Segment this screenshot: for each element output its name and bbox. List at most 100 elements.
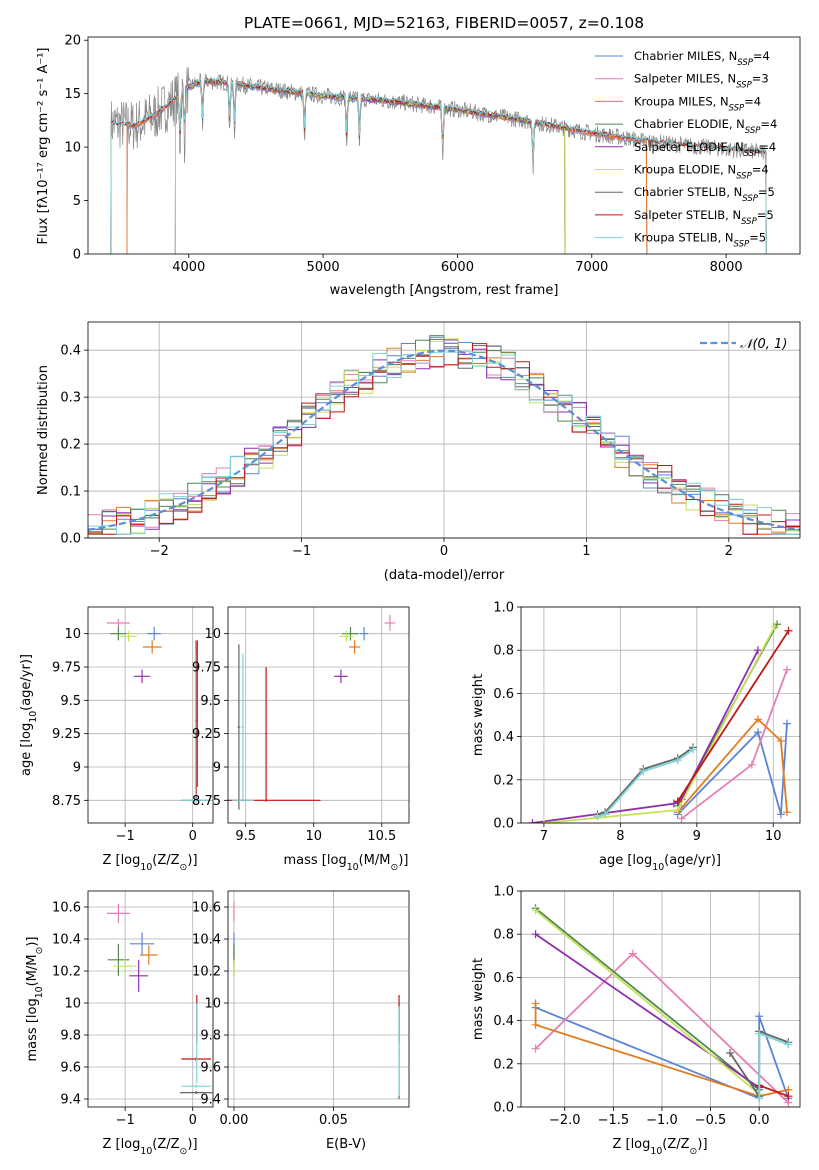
label-text: Z [log <box>102 853 140 868</box>
data-point-marker <box>673 756 682 765</box>
label-subscript: ⊙ <box>180 862 188 873</box>
label-text: )] <box>187 1137 197 1152</box>
label-text: )] <box>398 853 408 868</box>
label-subscript: 10 <box>650 1146 662 1157</box>
label-subscript: ⊙ <box>34 947 45 955</box>
plot-area <box>106 619 211 803</box>
label-subscript: 10 <box>652 862 664 873</box>
label-text: mass [log <box>25 998 40 1061</box>
plot-area <box>228 615 396 810</box>
data-point-marker <box>531 906 540 915</box>
x-tick-label: −1 <box>292 544 311 559</box>
legend-text: =4 <box>753 49 770 63</box>
y-tick-label: 0.0 <box>493 817 514 832</box>
y-tick-label: 9.6 <box>200 1061 221 1076</box>
label-subscript: ⊙ <box>180 1146 188 1157</box>
x-axis-label: Z [log10(Z/Z⊙)] <box>612 1137 707 1157</box>
legend-entry: Kroupa ELODIE, NSSP=4 <box>634 163 769 182</box>
y-tick-label: 0.1 <box>60 485 81 500</box>
label-text: (Z/Z <box>152 853 179 868</box>
y-axis-label: mass [log10(M/M⊙)] <box>25 937 45 1062</box>
y-tick-label: 1.0 <box>493 885 514 900</box>
y-tick-label: 0.4 <box>60 344 81 359</box>
weight-line-salpeter-elodie <box>535 933 760 1089</box>
data-point-marker <box>784 1040 793 1049</box>
legend-entry: Kroupa MILES, NSSP=4 <box>634 94 761 113</box>
axes-frame <box>87 606 214 824</box>
label-text: (M/M <box>359 853 391 868</box>
legend-text: =5 <box>749 231 766 245</box>
x-tick-label: 10 <box>765 829 782 844</box>
x-tick-label: −2.0 <box>549 1113 581 1128</box>
y-tick-label: 0.2 <box>60 438 81 453</box>
y-tick-label: 10 <box>204 627 221 642</box>
data-point-marker <box>673 797 682 806</box>
legend-text: =5 <box>758 185 775 199</box>
data-point-marker <box>783 665 792 674</box>
label-subscript: ⊙ <box>690 1146 698 1157</box>
legend-entry: Salpeter MILES, NSSP=3 <box>634 72 769 91</box>
y-tick-label: 0.3 <box>60 391 81 406</box>
legend-subscript: SSP <box>744 149 760 159</box>
weight-line-kroupa-miles <box>677 718 788 813</box>
legend-subscript: SSP <box>741 217 757 227</box>
weight-line-kroupa-miles <box>534 1003 789 1098</box>
weight-line-kroupa-elodie <box>535 909 760 1095</box>
label-text: age [log <box>599 853 652 868</box>
x-tick-label: 10.5 <box>367 829 396 844</box>
y-tick-label: 0.6 <box>493 971 514 986</box>
legend-text: =5 <box>757 208 774 222</box>
panel-weight_vs_age: 7 8 9 10 0.0 0.2 0.4 0.6 0.8 1.0 mass weight age [l… <box>471 601 801 873</box>
x-tick-label: −0.5 <box>695 1113 727 1128</box>
y-tick-label: 9.5 <box>200 694 221 709</box>
x-axis-label: Z [log10(Z/Z⊙)] <box>102 853 197 873</box>
chart-title: PLATE=0661, MJD=52163, FIBERID=0057, z=0… <box>244 14 644 32</box>
weight-line-chabrier-elodie <box>535 907 760 1091</box>
legend-text: Chabrier STELIB, N <box>634 185 742 199</box>
x-tick-label: 8000 <box>710 260 743 275</box>
panel-mass_vs_ebv: 0.00 0.05 9.4 9.6 9.8 10 10.2 10.4 10.6 E(B-V) <box>192 890 410 1152</box>
model-spectrum-kroupa-stelib <box>110 76 767 254</box>
data-point-marker <box>528 819 537 823</box>
y-tick-label: 8.75 <box>192 794 221 809</box>
y-tick-label: 0.4 <box>493 730 514 745</box>
x-tick-label: −2 <box>150 544 169 559</box>
x-tick-label: 0.00 <box>219 1113 248 1128</box>
legend-entry: Salpeter STELIB, NSSP=5 <box>634 208 774 227</box>
y-tick-label: 10.2 <box>192 965 221 980</box>
x-tick-label: 2 <box>725 544 733 559</box>
y-axis-label: Normed distribution <box>36 365 51 495</box>
data-point-marker <box>755 1094 764 1103</box>
y-tick-label: 9.5 <box>60 694 81 709</box>
y-tick-label: 0.2 <box>493 773 514 788</box>
axes-frame <box>227 890 410 1108</box>
data-point-marker <box>688 745 697 754</box>
data-point-marker <box>531 1020 540 1029</box>
data-point-marker <box>776 810 785 819</box>
data-point-marker <box>601 810 610 819</box>
x-tick-label: 9 <box>693 829 701 844</box>
label-text: )] <box>25 937 40 947</box>
x-tick-label: 5000 <box>307 260 340 275</box>
x-tick-label: 10 <box>305 829 322 844</box>
data-point-marker <box>776 736 785 745</box>
label-subscript: ⊙ <box>390 862 398 873</box>
legend-text: Chabrier MILES, N <box>634 49 737 63</box>
x-tick-label: 0 <box>189 829 197 844</box>
x-tick-label: 1 <box>582 544 590 559</box>
histogram-kroupa-stelib <box>88 351 800 535</box>
y-tick-label: 10 <box>64 627 81 642</box>
panel-weight_vs_Z: −2.0 −1.5 −1.0 −0.5 0.0 0.0 0.2 0.4 0.6 0.8 1.0 mas… <box>471 885 801 1157</box>
label-text: (M/M <box>25 955 40 987</box>
legend-subscript: SSP <box>729 103 745 113</box>
legend-text: =4 <box>760 117 777 131</box>
panel-spectrum: 4000 5000 6000 7000 8000 0 5 10 15 20 PLATE=0661, … <box>36 14 801 298</box>
legend-text: Salpeter STELIB, N <box>634 208 741 222</box>
x-tick-label: 0 <box>189 1113 197 1128</box>
y-tick-label: 10.6 <box>52 901 81 916</box>
y-tick-label: 9.8 <box>200 1029 221 1044</box>
x-tick-label: −1.5 <box>598 1113 630 1128</box>
